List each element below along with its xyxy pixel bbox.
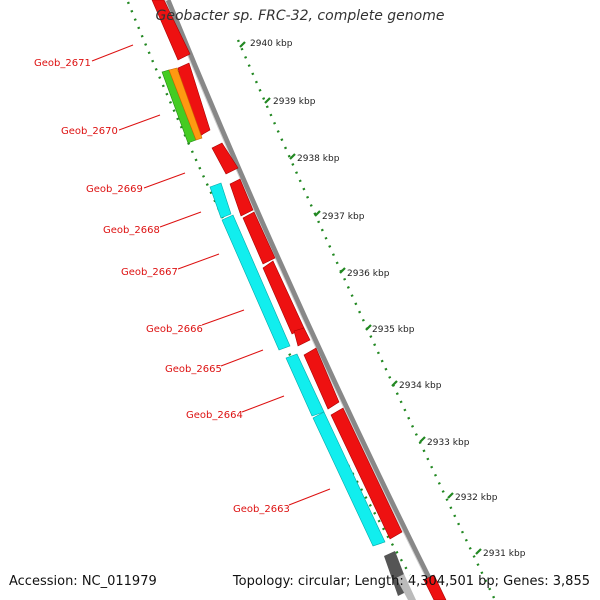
gene-leader-line <box>143 172 186 189</box>
kbp-major-ticks <box>239 41 482 555</box>
gene-leader-line <box>241 395 285 413</box>
gene-label: Geob_2670 <box>61 126 118 137</box>
kbp-label: 2936 kbp <box>347 269 390 279</box>
cds-feature <box>242 211 276 265</box>
forward-strand-features <box>151 0 447 600</box>
gene-label: Geob_2671 <box>34 58 91 69</box>
genome-info-text: Topology: circular; Length: 4,304,501 bp… <box>232 574 590 589</box>
cds-feature <box>423 574 447 600</box>
cds-feature <box>330 407 403 540</box>
rna-feature-orange <box>168 67 203 141</box>
kbp-label: 2940 kbp <box>250 39 293 49</box>
light-feature <box>396 574 416 600</box>
gene-label: Geob_2669 <box>86 184 143 195</box>
kbp-label: 2933 kbp <box>427 438 470 448</box>
kbp-label: 2937 kbp <box>322 212 365 222</box>
accession-text: Accession: NC_011979 <box>9 574 157 589</box>
inner-tick-ruler <box>126 1 412 576</box>
gene-leader-line <box>118 114 161 131</box>
gene-label: Geob_2668 <box>103 225 160 236</box>
gene-leader-line <box>177 253 220 270</box>
gene-label: Geob_2667 <box>121 267 178 278</box>
cds-feature <box>312 411 386 547</box>
cds-feature <box>221 214 291 351</box>
gene-leader-line <box>288 488 331 506</box>
genome-backbone <box>165 0 443 600</box>
kbp-label: 2932 kbp <box>455 493 498 503</box>
kbp-label: 2939 kbp <box>273 97 316 107</box>
gene-label: Geob_2664 <box>186 410 243 421</box>
cds-feature <box>151 0 191 61</box>
map-title: Geobacter sp. FRC-32, complete genome <box>155 8 445 24</box>
gene-leader-line <box>91 44 134 62</box>
genome-backbone-highlight <box>164 0 438 600</box>
kbp-label: 2931 kbp <box>483 549 526 559</box>
gene-label: Geob_2666 <box>146 324 203 335</box>
gene-label: Geob_2665 <box>165 364 222 375</box>
gene-leader-line <box>159 211 202 228</box>
cds-feature <box>293 327 311 347</box>
kbp-label: 2935 kbp <box>372 325 415 335</box>
gene-label: Geob_2663 <box>233 504 290 515</box>
outer-tick-ruler <box>236 39 497 600</box>
cds-feature <box>229 178 254 217</box>
cds-feature <box>209 182 232 219</box>
cds-feature <box>211 142 239 175</box>
kbp-labels: 2940 kbp 2939 kbp 2938 kbp 2937 kbp 2936… <box>250 39 526 559</box>
kbp-label: 2934 kbp <box>399 381 442 391</box>
gene-leader-line <box>220 349 264 367</box>
reverse-strand-features <box>209 182 386 547</box>
kbp-label: 2938 kbp <box>297 154 340 164</box>
cds-feature <box>303 347 340 410</box>
gene-leader-line <box>201 309 245 326</box>
gene-labels: Geob_2671 Geob_2670 Geob_2669 Geob_2668 … <box>34 44 331 515</box>
